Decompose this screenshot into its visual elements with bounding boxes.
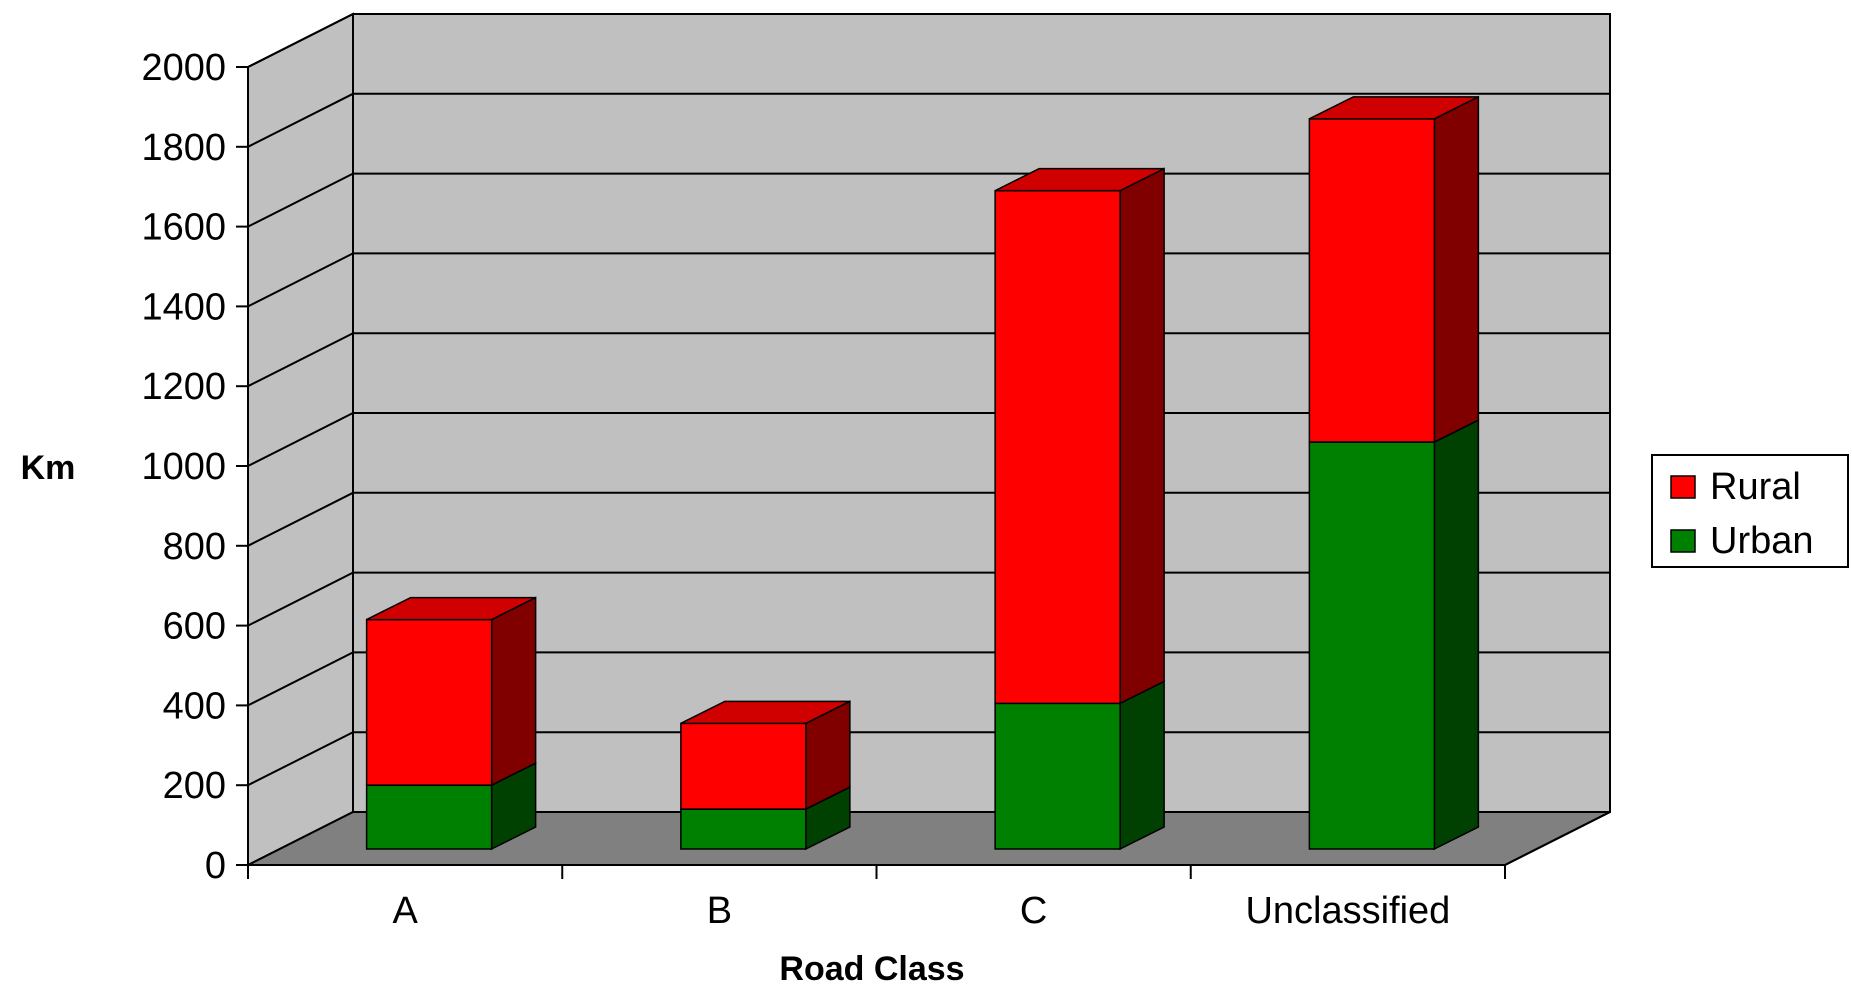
bar-unclassified-rural-front	[1308, 118, 1436, 443]
gridline	[247, 332, 1610, 388]
x-axis: A B C Unclassified	[247, 811, 1611, 932]
legend-label-rural: Rural	[1710, 466, 1801, 508]
bar-unclassified-urban-side	[1433, 418, 1480, 851]
bar-c-rural-top	[994, 167, 1165, 192]
bar-a-rural-side	[490, 596, 537, 787]
gridline	[247, 252, 1610, 308]
gridline	[247, 13, 1610, 68]
gridline	[247, 491, 1610, 547]
bar-b-urban-front	[680, 808, 807, 850]
y-tick-label: 1600	[141, 207, 226, 249]
gridline	[247, 731, 1610, 787]
bar-c-rural-front	[994, 189, 1121, 705]
bar-c-rural-side	[1119, 167, 1165, 705]
y-tick-label: 600	[163, 606, 226, 648]
gridline	[247, 412, 1610, 467]
bar-unclassified-rural-top	[1309, 96, 1479, 120]
gridline	[247, 571, 1610, 627]
bar-c-urban-side	[1119, 680, 1165, 851]
bar-c-urban-front	[994, 702, 1121, 850]
legend-label-urban: Urban	[1710, 520, 1814, 562]
bar-a-rural-front	[365, 618, 493, 786]
y-tick-label: 400	[163, 685, 226, 727]
x-axis-title: Road Class	[779, 950, 964, 986]
y-tick-label: 200	[163, 765, 226, 807]
bar-unclassified-urban-front	[1308, 441, 1436, 850]
y-tick-label: 1000	[141, 446, 226, 488]
bar-b-rural-top	[680, 700, 851, 725]
gridlines	[247, 13, 1610, 787]
y-axis-title: Km	[21, 449, 76, 487]
legend: Rural Urban	[1651, 454, 1849, 568]
x-tick-label: A	[392, 890, 418, 932]
legend-swatch-rural	[1670, 475, 1696, 499]
bar-a-rural-top	[366, 596, 536, 621]
y-tick-label: 0	[205, 845, 226, 887]
y-axis: 0 200 400 600 800 1000 1200 1400 1600 1800 2000	[141, 47, 249, 887]
legend-swatch-urban	[1670, 529, 1696, 553]
bar-b-rural-front	[680, 722, 807, 810]
bar-a-urban-front	[365, 784, 493, 850]
gridline	[247, 172, 1610, 228]
bars	[365, 95, 1480, 851]
x-tick-label: Unclassified	[1245, 890, 1450, 932]
y-tick-label: 1800	[141, 127, 226, 169]
y-tick-label: 800	[163, 526, 226, 568]
gridline	[247, 651, 1610, 707]
x-axis-depth-line	[1504, 811, 1611, 866]
x-tick-label: C	[1020, 890, 1047, 932]
gridline	[247, 92, 1610, 148]
y-tick-label: 1400	[141, 286, 226, 328]
y-tick-label: 2000	[141, 47, 226, 89]
bar-unclassified-rural-side	[1433, 95, 1480, 444]
x-tick-label: B	[707, 890, 732, 932]
y-tick-label: 1200	[141, 366, 226, 408]
